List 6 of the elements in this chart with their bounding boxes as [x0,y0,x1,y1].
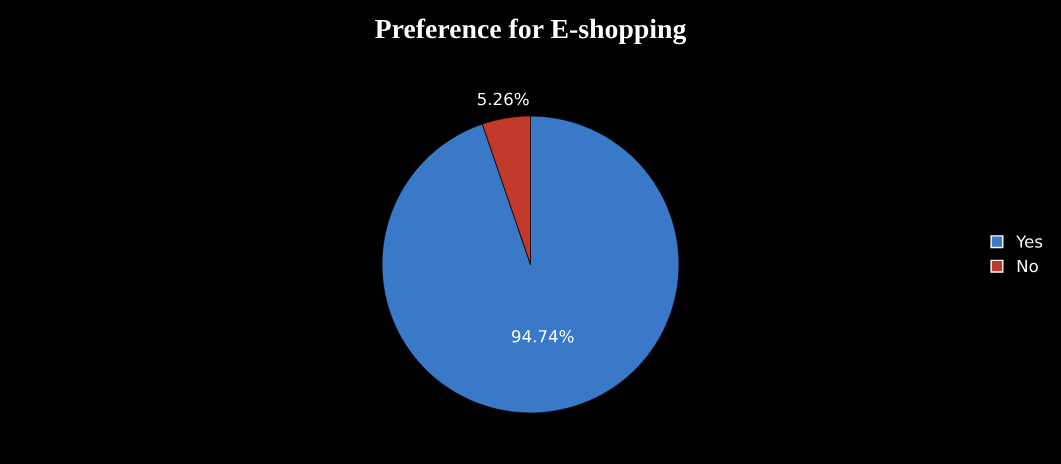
data-label: 94.74% [511,329,574,343]
legend-label: Yes [1016,235,1043,248]
chart-title: Preference for E-shopping [375,18,687,45]
pie-slice [381,115,680,414]
data-label: 5.26% [477,92,529,106]
legend-label: No [1017,259,1038,273]
